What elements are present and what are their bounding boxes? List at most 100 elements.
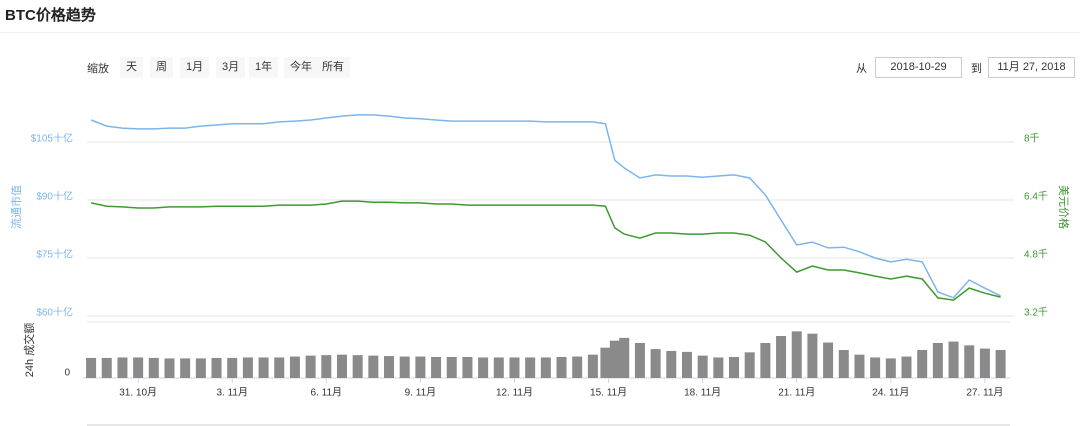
volume-bar bbox=[681, 351, 692, 378]
volume-bar bbox=[791, 331, 802, 378]
x-tick-label: 18. 11月 bbox=[684, 387, 721, 399]
volume-bar bbox=[854, 354, 865, 378]
volume-bar bbox=[885, 358, 896, 378]
y3-tick-label: 0 bbox=[64, 368, 70, 379]
volume-bar bbox=[274, 357, 285, 378]
volume-bar bbox=[964, 345, 975, 378]
volume-bar bbox=[609, 340, 620, 378]
x-tick-label: 6. 11月 bbox=[311, 387, 343, 399]
volume-bar bbox=[431, 357, 442, 378]
volume-bar bbox=[744, 352, 755, 378]
volume-bar bbox=[180, 358, 191, 378]
volume-bar bbox=[399, 356, 410, 378]
zoom-button[interactable]: 3月 bbox=[216, 57, 246, 78]
volume-bar bbox=[979, 348, 990, 378]
y2-tick-label: 4.8千 bbox=[1024, 249, 1048, 261]
volume-bar bbox=[305, 355, 316, 378]
y-tick-label: $60十亿 bbox=[36, 306, 73, 319]
y-tick-label: $105十亿 bbox=[31, 132, 73, 145]
volume-bar bbox=[336, 354, 347, 378]
volume-bar bbox=[600, 347, 611, 378]
volume-bar bbox=[666, 350, 677, 378]
volume-bar bbox=[164, 358, 175, 378]
volume-bar bbox=[823, 342, 834, 378]
volume-bar bbox=[446, 357, 457, 378]
series-line bbox=[90, 200, 1001, 301]
zoom-button[interactable]: 周 bbox=[150, 57, 173, 78]
volume-bar bbox=[650, 349, 661, 378]
x-tick-label: 3. 11月 bbox=[216, 387, 248, 399]
volume-bar bbox=[462, 357, 473, 378]
x-tick-label: 9. 11月 bbox=[405, 387, 437, 399]
volume-bar bbox=[917, 350, 928, 378]
x-tick-label: 27. 11月 bbox=[966, 387, 1003, 399]
series-line bbox=[90, 114, 1001, 299]
y2-tick-label: 6.4千 bbox=[1024, 191, 1048, 203]
from-label: 从 bbox=[856, 63, 867, 75]
x-tick-label: 15. 11月 bbox=[590, 387, 627, 399]
from-date[interactable]: 2018-10-29 bbox=[875, 57, 962, 78]
y-tick-label: $90十亿 bbox=[36, 190, 73, 203]
volume-bar bbox=[729, 357, 740, 378]
volume-bar bbox=[101, 357, 112, 378]
volume-bar bbox=[870, 357, 881, 378]
y-axis-title: 流通市值 bbox=[9, 185, 23, 229]
volume-bar bbox=[493, 357, 504, 378]
volume-bar bbox=[227, 357, 238, 378]
volume-bar bbox=[948, 341, 959, 378]
volume-bar bbox=[133, 357, 144, 378]
y2-axis-title: 美元价格 bbox=[1057, 185, 1071, 229]
volume-bar bbox=[776, 336, 787, 378]
volume-bar bbox=[619, 337, 630, 378]
volume-bar bbox=[540, 357, 551, 378]
volume-bar bbox=[211, 357, 222, 378]
volume-bar bbox=[525, 357, 536, 378]
volume-bar bbox=[289, 356, 300, 378]
to-date[interactable]: 11月 27, 2018 bbox=[988, 57, 1075, 78]
volume-bar bbox=[760, 343, 771, 378]
zoom-button[interactable]: 1年 bbox=[249, 57, 279, 78]
y2-tick-label: 8千 bbox=[1024, 133, 1040, 145]
y2-tick-label: 3.2千 bbox=[1024, 307, 1048, 319]
volume-bar bbox=[932, 343, 943, 378]
zoom-button[interactable]: 1月 bbox=[180, 57, 210, 78]
volume-bar bbox=[415, 356, 426, 378]
y3-axis-title: 24h 成交额 bbox=[22, 323, 36, 377]
volume-bar bbox=[352, 355, 363, 378]
volume-bar bbox=[807, 333, 818, 378]
x-tick-label: 21. 11月 bbox=[778, 387, 815, 399]
volume-bar bbox=[995, 350, 1006, 378]
volume-bar bbox=[148, 357, 159, 378]
volume-bar bbox=[242, 357, 253, 378]
separator bbox=[0, 32, 1080, 33]
volume-bar bbox=[901, 356, 912, 378]
volume-bar bbox=[478, 357, 489, 378]
x-tick-label: 12. 11月 bbox=[496, 387, 533, 399]
volume-bar bbox=[572, 356, 583, 378]
zoom-label: 缩放 bbox=[87, 63, 109, 75]
volume-bar bbox=[634, 343, 645, 378]
zoom-button[interactable]: 所有 bbox=[316, 57, 350, 78]
volume-bar bbox=[509, 357, 520, 378]
zoom-button[interactable]: 天 bbox=[120, 57, 143, 78]
volume-bar bbox=[86, 357, 97, 378]
volume-bar bbox=[258, 357, 269, 378]
zoom-button[interactable]: 今年 bbox=[284, 57, 318, 78]
volume-bar bbox=[556, 357, 567, 378]
y-tick-label: $75十亿 bbox=[36, 248, 73, 261]
volume-bar bbox=[713, 357, 724, 378]
volume-bar bbox=[587, 354, 598, 378]
volume-bar bbox=[321, 355, 332, 378]
volume-bar bbox=[368, 355, 379, 378]
x-tick-label: 31. 10月 bbox=[119, 387, 157, 399]
volume-bar bbox=[117, 357, 128, 378]
page-title: BTC价格趋势 bbox=[5, 7, 96, 24]
volume-bar bbox=[697, 355, 708, 378]
volume-bar bbox=[384, 356, 395, 378]
x-tick-label: 24. 11月 bbox=[872, 387, 909, 399]
to-label: 到 bbox=[971, 63, 982, 75]
volume-bar bbox=[838, 350, 849, 378]
volume-bar bbox=[195, 358, 206, 378]
